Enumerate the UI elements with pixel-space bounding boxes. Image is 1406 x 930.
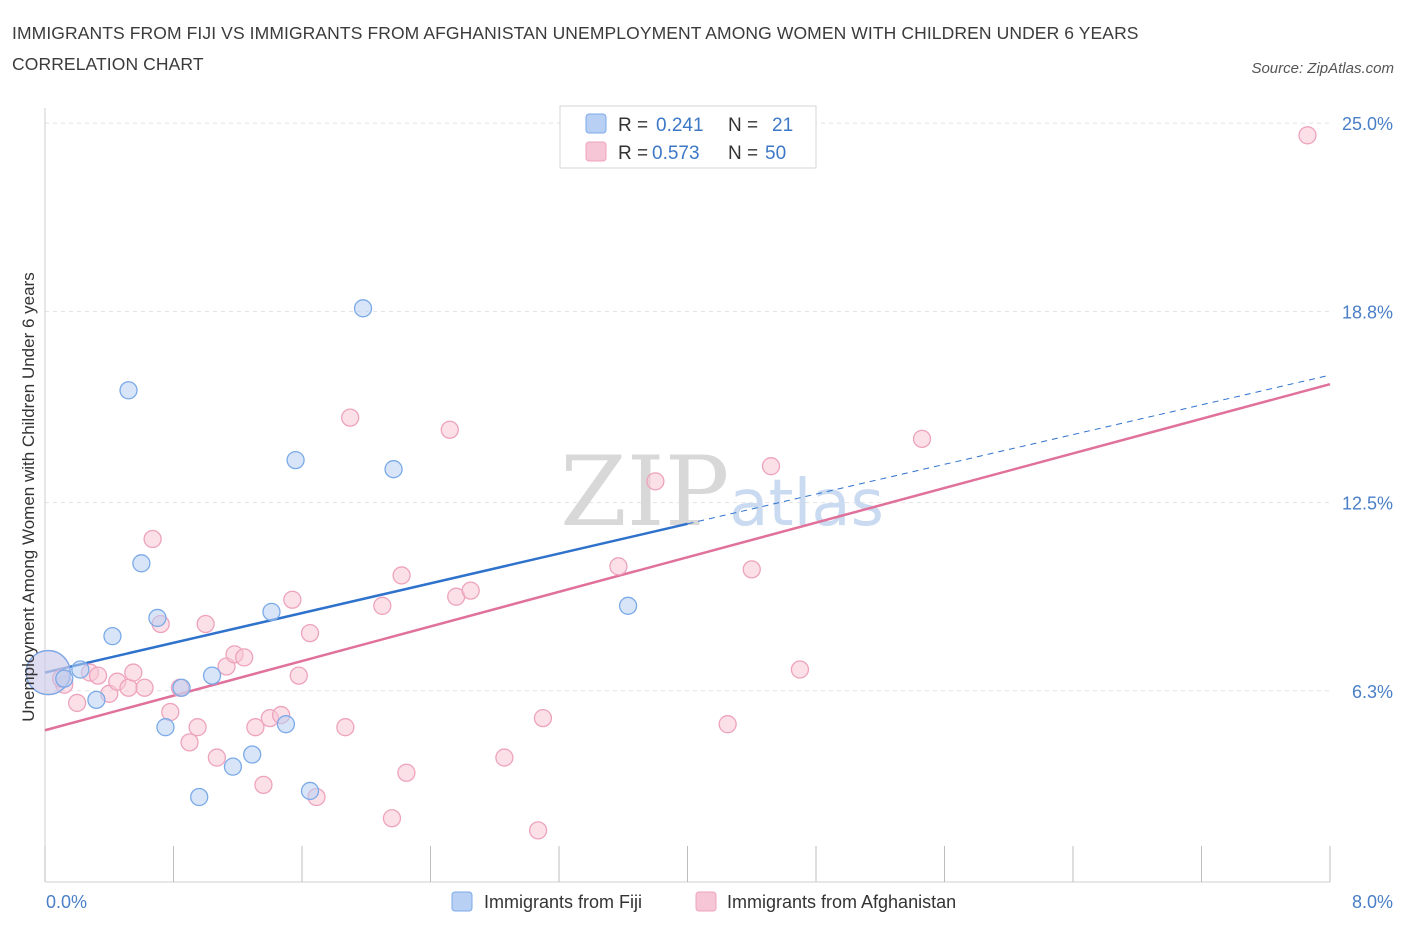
fiji-point-11 — [202, 666, 222, 685]
x-tick-labels: 0.0% 8.0% — [46, 892, 1393, 912]
fiji-point-1 — [55, 669, 74, 688]
fiji-r-label: R = — [618, 115, 648, 136]
fiji-legend-swatch — [585, 113, 607, 134]
afghanistan-point-32 — [382, 809, 402, 828]
afghanistan-point-41 — [609, 557, 628, 576]
afghanistan-point-2 — [67, 693, 87, 713]
x-tick-label-0: 0.0% — [46, 892, 87, 912]
afghanistan-r-value: 0.573 — [652, 143, 700, 164]
fiji-point-19 — [384, 460, 403, 479]
fiji-point-13 — [243, 745, 262, 764]
axes — [44, 108, 1331, 883]
y-tick-label-0: 6.3% — [1352, 682, 1393, 702]
y-tick-label-3: 25.0% — [1342, 114, 1393, 134]
afghanistan-point-40 — [533, 708, 553, 728]
fiji-point-16 — [286, 450, 305, 470]
fiji-point-4 — [103, 626, 122, 646]
afghanistan-point-22 — [254, 775, 273, 795]
grid-lines — [45, 122, 1330, 692]
afghanistan-point-12 — [161, 702, 180, 722]
watermark-atlas: atlas — [729, 467, 884, 541]
afghanistan-point-27 — [300, 623, 320, 643]
series-legend: Immigrants from Fiji Immigrants from Afg… — [451, 891, 956, 912]
afghanistan-point-9 — [135, 678, 154, 697]
afghanistan-point-42 — [646, 472, 665, 491]
afghanistan-point-30 — [341, 408, 360, 427]
afghanistan-point-39 — [528, 821, 548, 840]
source-label: Source: ZipAtlas.com — [1251, 60, 1394, 77]
afghanistan-trend-line — [44, 383, 1331, 732]
afghanistan-r-label: R = — [618, 143, 648, 164]
legend-swatch-fiji — [451, 891, 473, 912]
afghanistan-point-4 — [88, 666, 108, 685]
afghanistan-point-16 — [196, 614, 215, 634]
x-tick-label-1: 8.0% — [1352, 892, 1393, 912]
legend-label-fiji: Immigrants from Fiji — [484, 892, 642, 912]
fiji-point-15 — [276, 715, 296, 734]
afghanistan-n-label: N = — [728, 143, 758, 164]
fiji-point-18 — [353, 299, 373, 318]
fiji-point-7 — [148, 608, 167, 628]
fiji-point-5 — [119, 381, 138, 400]
afghanistan-point-45 — [761, 457, 781, 476]
fiji-point-8 — [156, 718, 175, 737]
afghanistan-point-21 — [246, 718, 265, 737]
afghanistan-point-33 — [392, 566, 411, 585]
y-tick-label-2: 18.8% — [1342, 302, 1393, 322]
afghanistan-point-37 — [461, 581, 480, 600]
fiji-point-6 — [132, 554, 151, 573]
afghanistan-point-10 — [143, 529, 162, 549]
afghanistan-point-15 — [188, 718, 207, 737]
chart-title: IMMIGRANTS FROM FIJI VS IMMIGRANTS FROM … — [12, 23, 1139, 74]
afghanistan-point-38 — [495, 748, 514, 767]
afghanistan-point-25 — [283, 590, 302, 609]
trend-lines — [44, 374, 1331, 732]
y-tick-labels: 6.3% 12.5% 18.8% 25.0% — [1342, 114, 1393, 702]
fiji-point-3 — [87, 690, 106, 710]
afghanistan-point-46 — [790, 660, 810, 679]
legend-swatch-afghanistan — [695, 891, 717, 912]
afghanistan-point-35 — [440, 420, 459, 439]
afghanistan-point-26 — [289, 666, 308, 685]
fiji-n-value: 21 — [772, 115, 793, 136]
afghanistan-point-43 — [718, 715, 737, 734]
y-axis-title: Unemployment Among Women with Children U… — [19, 272, 38, 721]
fiji-point-9 — [172, 678, 191, 697]
fiji-trend-line — [44, 522, 688, 674]
fiji-point-2 — [71, 660, 90, 679]
fiji-point-12 — [223, 757, 243, 776]
fiji-point-17 — [300, 781, 320, 801]
afghanistan-point-34 — [397, 763, 416, 782]
afghanistan-point-29 — [336, 718, 355, 737]
fiji-r-value: 0.241 — [656, 115, 704, 136]
afghanistan-legend-swatch — [585, 141, 607, 162]
afghanistan-point-7 — [119, 678, 138, 697]
fiji-point-14 — [262, 602, 281, 622]
afghanistan-point-44 — [742, 560, 761, 579]
fiji-point-10 — [190, 787, 209, 807]
stats-legend: R = 0.241 N = 21 R = 0.573 N = 50 — [559, 105, 817, 169]
legend-label-afghanistan: Immigrants from Afghanistan — [727, 892, 956, 912]
afghanistan-point-20 — [235, 648, 254, 667]
afghanistan-point-31 — [373, 596, 392, 615]
afghanistan-point-17 — [207, 748, 227, 767]
data-points — [25, 126, 1317, 840]
watermark: ZIPatlas — [560, 436, 884, 548]
fiji-n-label: N = — [728, 115, 758, 136]
y-tick-label-1: 12.5% — [1342, 494, 1393, 514]
afghanistan-point-8 — [124, 663, 143, 682]
afghanistan-point-47 — [912, 429, 932, 448]
afghanistan-point-14 — [180, 733, 199, 752]
afghanistan-n-value: 50 — [765, 143, 786, 164]
afghanistan-point-48 — [1298, 126, 1317, 145]
fiji-point-20 — [618, 596, 638, 615]
